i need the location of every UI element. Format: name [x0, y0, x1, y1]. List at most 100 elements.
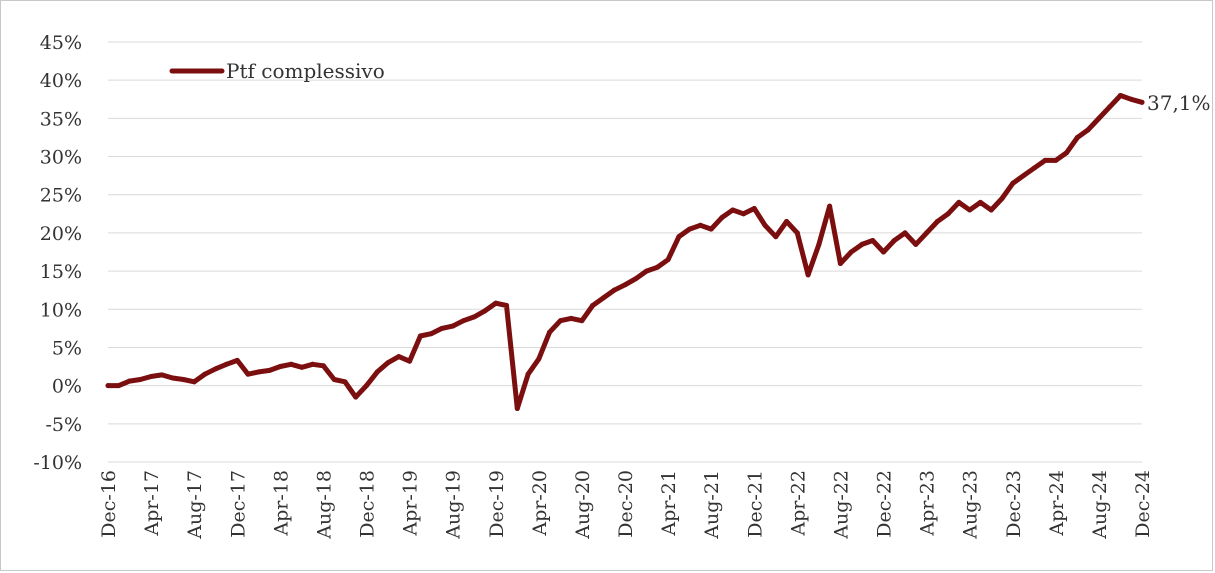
data-point: [417, 333, 423, 339]
x-tick-label: Apr-24: [1046, 470, 1068, 537]
data-point: [1031, 165, 1037, 171]
data-point: [708, 226, 714, 232]
series-line-ptf-complessivo: [105, 93, 1145, 411]
data-point: [525, 371, 531, 377]
gridlines: [108, 41, 1142, 463]
x-tick-label: Dec-17: [227, 470, 249, 538]
data-point: [977, 199, 983, 205]
data-point: [934, 218, 940, 224]
data-point: [234, 357, 240, 363]
y-tick-label: -5%: [45, 414, 82, 436]
x-tick-label: Aug-21: [701, 470, 723, 540]
x-axis-ticks: Dec-16 Apr-17 Aug-17 Dec-17 Apr-18 Aug-18 Dec-…: [98, 470, 1154, 540]
data-point: [428, 331, 434, 337]
data-point: [881, 249, 886, 255]
y-tick-label: 40%: [40, 70, 82, 92]
data-point: [450, 323, 456, 329]
series-points: [105, 92, 1145, 412]
data-point: [848, 249, 854, 255]
data-point: [913, 241, 919, 247]
data-point: [299, 364, 305, 370]
data-point: [493, 300, 499, 306]
x-tick-label: Dec-22: [874, 470, 896, 538]
x-tick-label: Apr-21: [658, 470, 680, 537]
data-point: [320, 363, 326, 369]
data-point: [1128, 96, 1134, 102]
data-point: [827, 203, 833, 209]
x-tick-label: Apr-22: [787, 470, 809, 537]
data-point: [460, 318, 466, 324]
data-point: [945, 211, 951, 217]
data-point: [127, 378, 133, 384]
data-point: [1085, 127, 1091, 133]
x-tick-label: Aug-22: [830, 470, 852, 540]
data-point: [654, 264, 660, 270]
data-point: [245, 371, 251, 377]
x-tick-label: Aug-24: [1089, 470, 1111, 540]
data-point: [482, 308, 488, 314]
y-tick-label: 15%: [40, 261, 82, 283]
x-tick-label: Aug-23: [960, 470, 982, 540]
data-point: [600, 295, 606, 301]
y-tick-label: 25%: [40, 185, 82, 207]
data-point: [902, 230, 908, 236]
y-tick-label: 0%: [52, 376, 82, 398]
data-point: [859, 241, 865, 247]
data-point: [170, 375, 176, 381]
x-tick-label: Apr-18: [270, 470, 292, 537]
y-tick-label: -10%: [33, 452, 82, 474]
x-tick-label: Dec-21: [744, 470, 766, 538]
x-tick-label: Apr-17: [141, 470, 163, 537]
data-point: [956, 199, 962, 205]
y-tick-label: 20%: [40, 223, 82, 245]
data-point: [687, 226, 693, 232]
data-point: [751, 205, 757, 211]
data-point: [385, 360, 391, 366]
data-point: [988, 207, 994, 213]
data-point: [794, 230, 800, 236]
y-tick-label: 30%: [40, 147, 82, 169]
data-point: [1074, 134, 1080, 140]
data-point: [342, 379, 348, 385]
y-axis-ticks: 45% 40% 35% 30% 25% 20% 15% 10% 5% 0% -5% -10%: [33, 32, 82, 474]
legend-label: Ptf complessivo: [226, 59, 385, 83]
data-point: [816, 241, 822, 247]
data-point: [288, 361, 294, 367]
data-point: [331, 377, 337, 383]
data-point: [396, 354, 402, 360]
data-point: [762, 222, 768, 228]
data-point: [590, 302, 596, 308]
data-point: [159, 372, 165, 378]
x-tick-label: Dec-20: [615, 470, 637, 538]
data-point: [924, 230, 930, 236]
data-point: [1053, 157, 1059, 163]
y-tick-label: 35%: [40, 108, 82, 130]
y-tick-label: 45%: [40, 32, 82, 54]
data-point: [191, 379, 197, 385]
data-point: [1010, 180, 1016, 186]
data-point: [504, 302, 510, 308]
x-tick-label: Dec-19: [486, 470, 508, 538]
data-point: [223, 361, 229, 367]
data-point: [891, 238, 897, 244]
data-point: [267, 367, 273, 373]
data-point: [1064, 150, 1070, 156]
data-point: [557, 318, 563, 324]
data-point: [353, 394, 359, 400]
data-point: [740, 211, 746, 217]
data-point: [633, 276, 639, 282]
data-point: [644, 268, 650, 274]
data-point: [116, 383, 122, 389]
data-point: [547, 329, 553, 335]
data-point: [967, 207, 973, 213]
data-point: [622, 282, 628, 288]
data-point: [697, 222, 703, 228]
data-point: [277, 364, 283, 370]
data-point: [999, 196, 1005, 202]
data-point: [202, 371, 208, 377]
data-point: [1096, 115, 1102, 121]
data-point: [439, 325, 445, 331]
data-point: [1042, 157, 1048, 163]
